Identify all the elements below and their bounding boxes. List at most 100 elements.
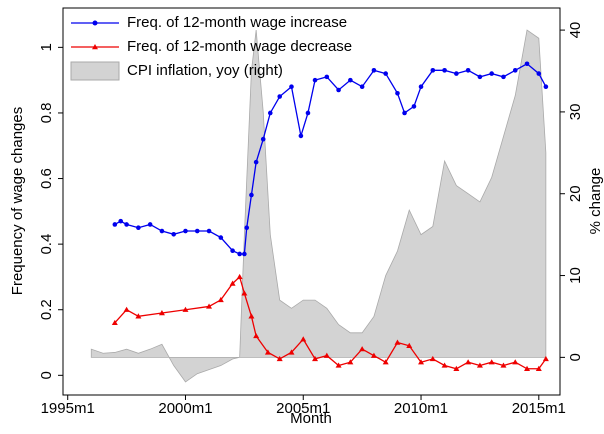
point — [298, 133, 304, 139]
point — [488, 359, 495, 365]
point — [524, 61, 530, 67]
legend-marker — [92, 44, 98, 50]
point — [147, 222, 153, 227]
point — [242, 251, 247, 257]
point — [241, 290, 248, 296]
point — [171, 231, 177, 237]
point — [536, 71, 542, 76]
point — [288, 349, 295, 355]
point — [442, 68, 447, 73]
point — [406, 342, 413, 349]
point — [359, 84, 365, 90]
point — [312, 77, 318, 83]
point — [543, 84, 549, 90]
point — [264, 349, 271, 355]
point — [183, 228, 188, 234]
point — [124, 222, 129, 227]
point — [323, 352, 330, 358]
point — [348, 77, 353, 83]
x-tick-label: 1995m1 — [41, 400, 95, 417]
y-tick-label: 0.4 — [38, 234, 55, 255]
point — [336, 87, 341, 93]
point — [512, 359, 519, 365]
point — [370, 352, 377, 358]
point — [542, 355, 549, 362]
point — [206, 228, 212, 234]
point — [158, 310, 165, 316]
y2-tick-label: 40 — [567, 22, 584, 39]
point — [512, 68, 518, 73]
point — [112, 222, 118, 227]
plot-frame — [62, 7, 561, 396]
point — [182, 306, 189, 312]
point — [524, 365, 531, 371]
point — [217, 296, 224, 303]
point — [135, 313, 142, 319]
point — [454, 71, 459, 76]
point — [383, 71, 388, 76]
point — [260, 136, 266, 142]
y-tick-label: 1 — [38, 43, 55, 51]
point — [136, 225, 141, 231]
legend-swatch — [70, 61, 120, 81]
point — [453, 365, 460, 371]
point — [535, 365, 542, 371]
point — [244, 225, 250, 231]
point — [476, 362, 483, 368]
legend-label: CPI inflation, yoy (right) — [127, 62, 283, 79]
point — [300, 336, 307, 342]
point — [206, 303, 213, 309]
point — [465, 68, 471, 73]
point — [359, 346, 366, 352]
point — [501, 74, 506, 80]
point — [123, 306, 130, 312]
point — [276, 355, 283, 362]
point — [500, 362, 507, 368]
y-tick-label: 0.6 — [38, 168, 55, 189]
point — [411, 104, 417, 109]
point — [418, 359, 425, 365]
legend-label: Freq. of 12-month wage increase — [127, 14, 347, 31]
point — [253, 159, 259, 165]
cpi-area — [90, 29, 547, 383]
point — [382, 359, 389, 365]
x-tick-label: 2000m1 — [158, 400, 212, 417]
legend-label: Freq. of 12-month wage decrease — [127, 38, 352, 55]
point — [194, 228, 200, 234]
y2-tick-label: 30 — [567, 104, 584, 121]
point — [118, 218, 124, 224]
point — [324, 74, 330, 80]
point — [230, 248, 235, 253]
point — [394, 339, 401, 345]
point — [347, 359, 354, 365]
x-tick-label: 2010m1 — [394, 400, 448, 417]
point — [402, 110, 407, 116]
point — [248, 313, 255, 319]
point — [465, 359, 472, 365]
y-tick-label: 0 — [38, 371, 55, 379]
point — [277, 94, 283, 99]
point — [395, 90, 400, 96]
point — [371, 68, 377, 73]
y2-tick-label: 10 — [567, 267, 584, 284]
point — [305, 110, 311, 116]
y-tick-label: 0.2 — [38, 299, 55, 320]
y2-tick-label: 0 — [567, 353, 584, 361]
x-tick-label: 2015m1 — [512, 400, 566, 417]
y-tick-label: 0.8 — [38, 103, 55, 124]
point — [477, 74, 483, 80]
y-axis-label: Frequency of wage changes — [9, 107, 26, 295]
point — [429, 355, 436, 362]
point — [489, 71, 494, 76]
point — [229, 280, 236, 286]
point — [418, 84, 424, 90]
point — [312, 355, 319, 362]
point — [267, 110, 273, 116]
point — [289, 84, 294, 90]
point — [253, 332, 260, 339]
x-axis-label: Month — [290, 410, 332, 427]
point — [430, 68, 436, 73]
point — [218, 235, 224, 240]
point — [236, 273, 243, 280]
